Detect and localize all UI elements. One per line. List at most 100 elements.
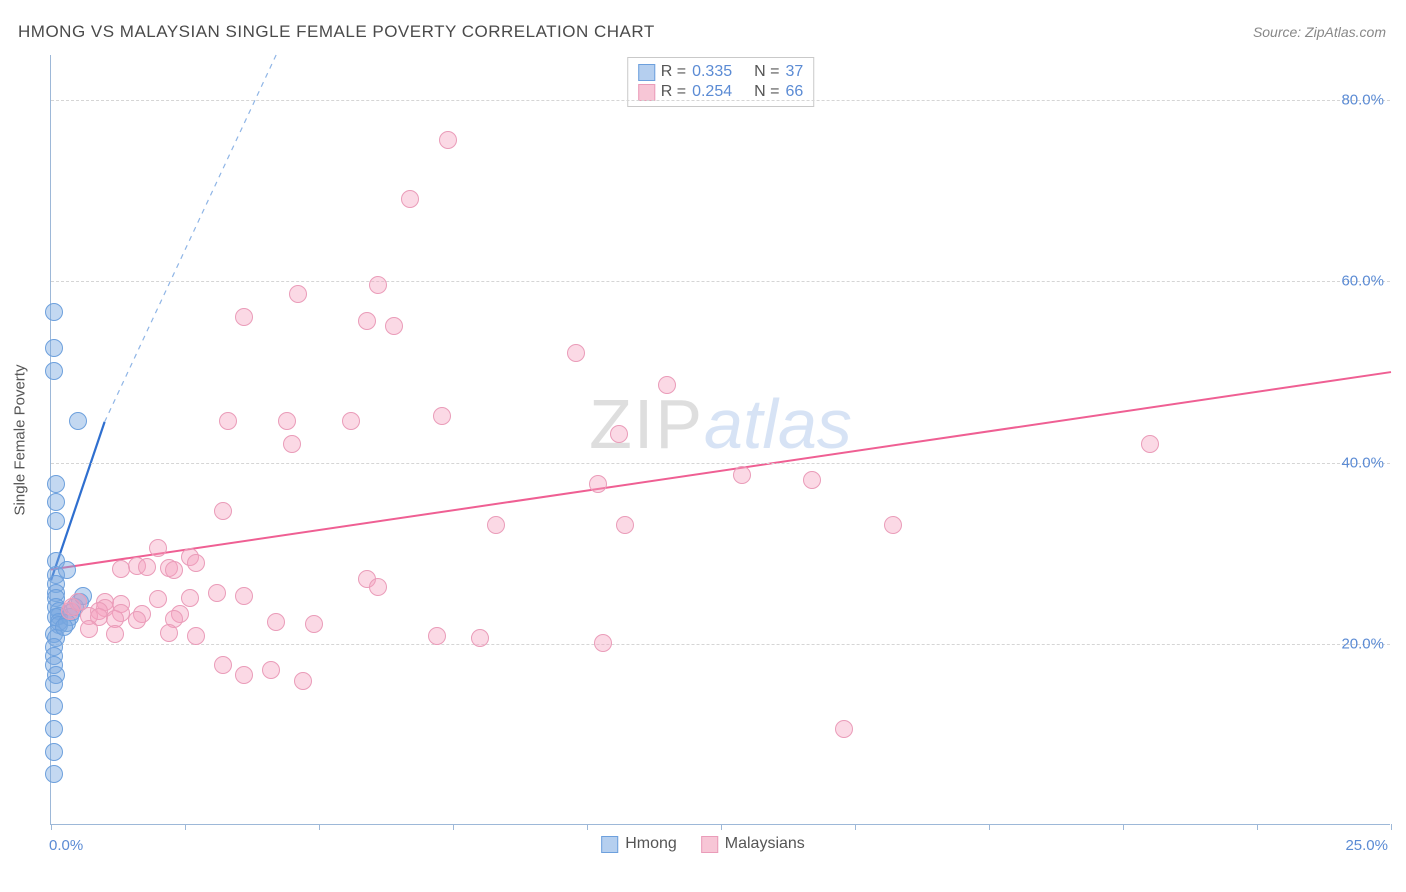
data-point [294,672,312,690]
x-tick [319,824,320,830]
data-point [471,629,489,647]
x-tick [51,824,52,830]
legend-r-label: R = [661,83,686,101]
data-point [214,656,232,674]
data-point [305,615,323,633]
data-point [45,303,63,321]
legend-swatch [638,64,655,81]
data-point [369,276,387,294]
gridline [51,100,1390,101]
x-tick [453,824,454,830]
data-point [487,516,505,534]
data-point [610,425,628,443]
data-point [45,675,63,693]
data-point [289,285,307,303]
legend-swatch [601,836,618,853]
data-point [658,376,676,394]
data-point [55,618,73,636]
x-tick [721,824,722,830]
x-tick [855,824,856,830]
chart-title: HMONG VS MALAYSIAN SINGLE FEMALE POVERTY… [18,22,655,42]
data-point [106,625,124,643]
watermark: ZIPatlas [589,384,852,464]
gridline [51,463,1390,464]
data-point [235,587,253,605]
data-point [47,475,65,493]
legend-r-label: R = [661,63,686,81]
data-point [45,765,63,783]
legend-n-value: 37 [785,63,803,81]
source-attribution: Source: ZipAtlas.com [1253,24,1386,40]
data-point [567,344,585,362]
data-point [835,720,853,738]
data-point [385,317,403,335]
x-tick [185,824,186,830]
data-point [439,131,457,149]
data-point [181,589,199,607]
data-point [342,412,360,430]
data-point [45,743,63,761]
data-point [58,561,76,579]
legend-n-label: N = [754,63,779,81]
data-point [594,634,612,652]
data-point [165,561,183,579]
data-point [235,308,253,326]
data-point [369,578,387,596]
x-tick [587,824,588,830]
data-point [214,502,232,520]
data-point [219,412,237,430]
x-tick-label: 25.0% [1345,837,1388,854]
watermark-zip: ZIP [589,385,704,463]
data-point [45,697,63,715]
x-tick [1123,824,1124,830]
legend-n-value: 66 [785,83,803,101]
y-tick-label: 20.0% [1341,635,1384,652]
gridline [51,644,1390,645]
data-point [267,613,285,631]
data-point [69,412,87,430]
data-point [616,516,634,534]
data-point [278,412,296,430]
data-point [733,466,751,484]
x-tick [1257,824,1258,830]
series-legend: Hmong Malaysians [601,835,805,853]
data-point [433,407,451,425]
legend-swatch [701,836,718,853]
x-tick-label: 0.0% [49,837,83,854]
x-tick [1391,824,1392,830]
data-point [262,661,280,679]
data-point [187,627,205,645]
data-point [803,471,821,489]
y-axis-label: Single Female Poverty [12,365,29,516]
legend-series-label: Hmong [625,835,677,853]
data-point [149,539,167,557]
data-point [47,493,65,511]
watermark-atlas: atlas [704,385,852,463]
scatter-plot-area: ZIPatlas R =0.335N =37R =0.254N =66 20.0… [50,55,1390,825]
legend-item: Malaysians [701,835,805,853]
y-tick-label: 60.0% [1341,273,1384,290]
data-point [589,475,607,493]
data-point [149,590,167,608]
legend-n-label: N = [754,83,779,101]
data-point [1141,435,1159,453]
legend-r-value: 0.254 [692,83,732,101]
trend-lines [51,55,1391,825]
data-point [208,584,226,602]
y-tick-label: 80.0% [1341,92,1384,109]
data-point [69,593,87,611]
data-point [80,620,98,638]
legend-series-label: Malaysians [725,835,805,853]
legend-row: R = 0.254 N = 66 [638,82,804,102]
x-tick [989,824,990,830]
data-point [187,554,205,572]
data-point [160,624,178,642]
data-point [884,516,902,534]
data-point [45,339,63,357]
data-point [428,627,446,645]
data-point [401,190,419,208]
data-point [283,435,301,453]
legend-item: Hmong [601,835,677,853]
data-point [358,312,376,330]
data-point [45,362,63,380]
